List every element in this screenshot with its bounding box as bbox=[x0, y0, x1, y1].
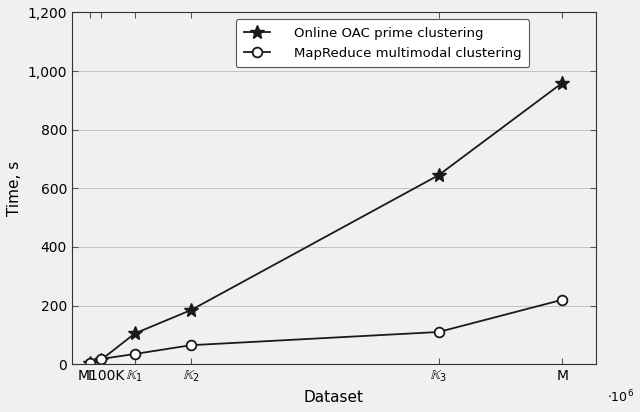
    Online OAC prime clustering bbox=[86, 360, 93, 365]
X-axis label: Dataset: Dataset bbox=[304, 390, 364, 405]
Text: $\cdot10^6$: $\cdot10^6$ bbox=[607, 389, 634, 405]
    Online OAC prime clustering bbox=[559, 80, 566, 85]
    MapReduce multimodal clustering bbox=[97, 356, 105, 361]
    MapReduce multimodal clustering bbox=[131, 351, 139, 356]
    Online OAC prime clustering bbox=[435, 173, 442, 178]
    Online OAC prime clustering bbox=[97, 357, 105, 362]
    MapReduce multimodal clustering bbox=[86, 361, 93, 366]
    MapReduce multimodal clustering bbox=[188, 343, 195, 348]
Line:     MapReduce multimodal clustering: MapReduce multimodal clustering bbox=[85, 295, 567, 368]
    MapReduce multimodal clustering bbox=[559, 297, 566, 302]
    Online OAC prime clustering bbox=[131, 331, 139, 336]
    Online OAC prime clustering bbox=[188, 307, 195, 312]
Legend:     Online OAC prime clustering,     MapReduce multimodal clustering: Online OAC prime clustering, MapReduce m… bbox=[236, 19, 529, 68]
Y-axis label: Time, s: Time, s bbox=[7, 161, 22, 216]
Line:     Online OAC prime clustering: Online OAC prime clustering bbox=[83, 76, 570, 370]
    MapReduce multimodal clustering bbox=[435, 330, 442, 335]
